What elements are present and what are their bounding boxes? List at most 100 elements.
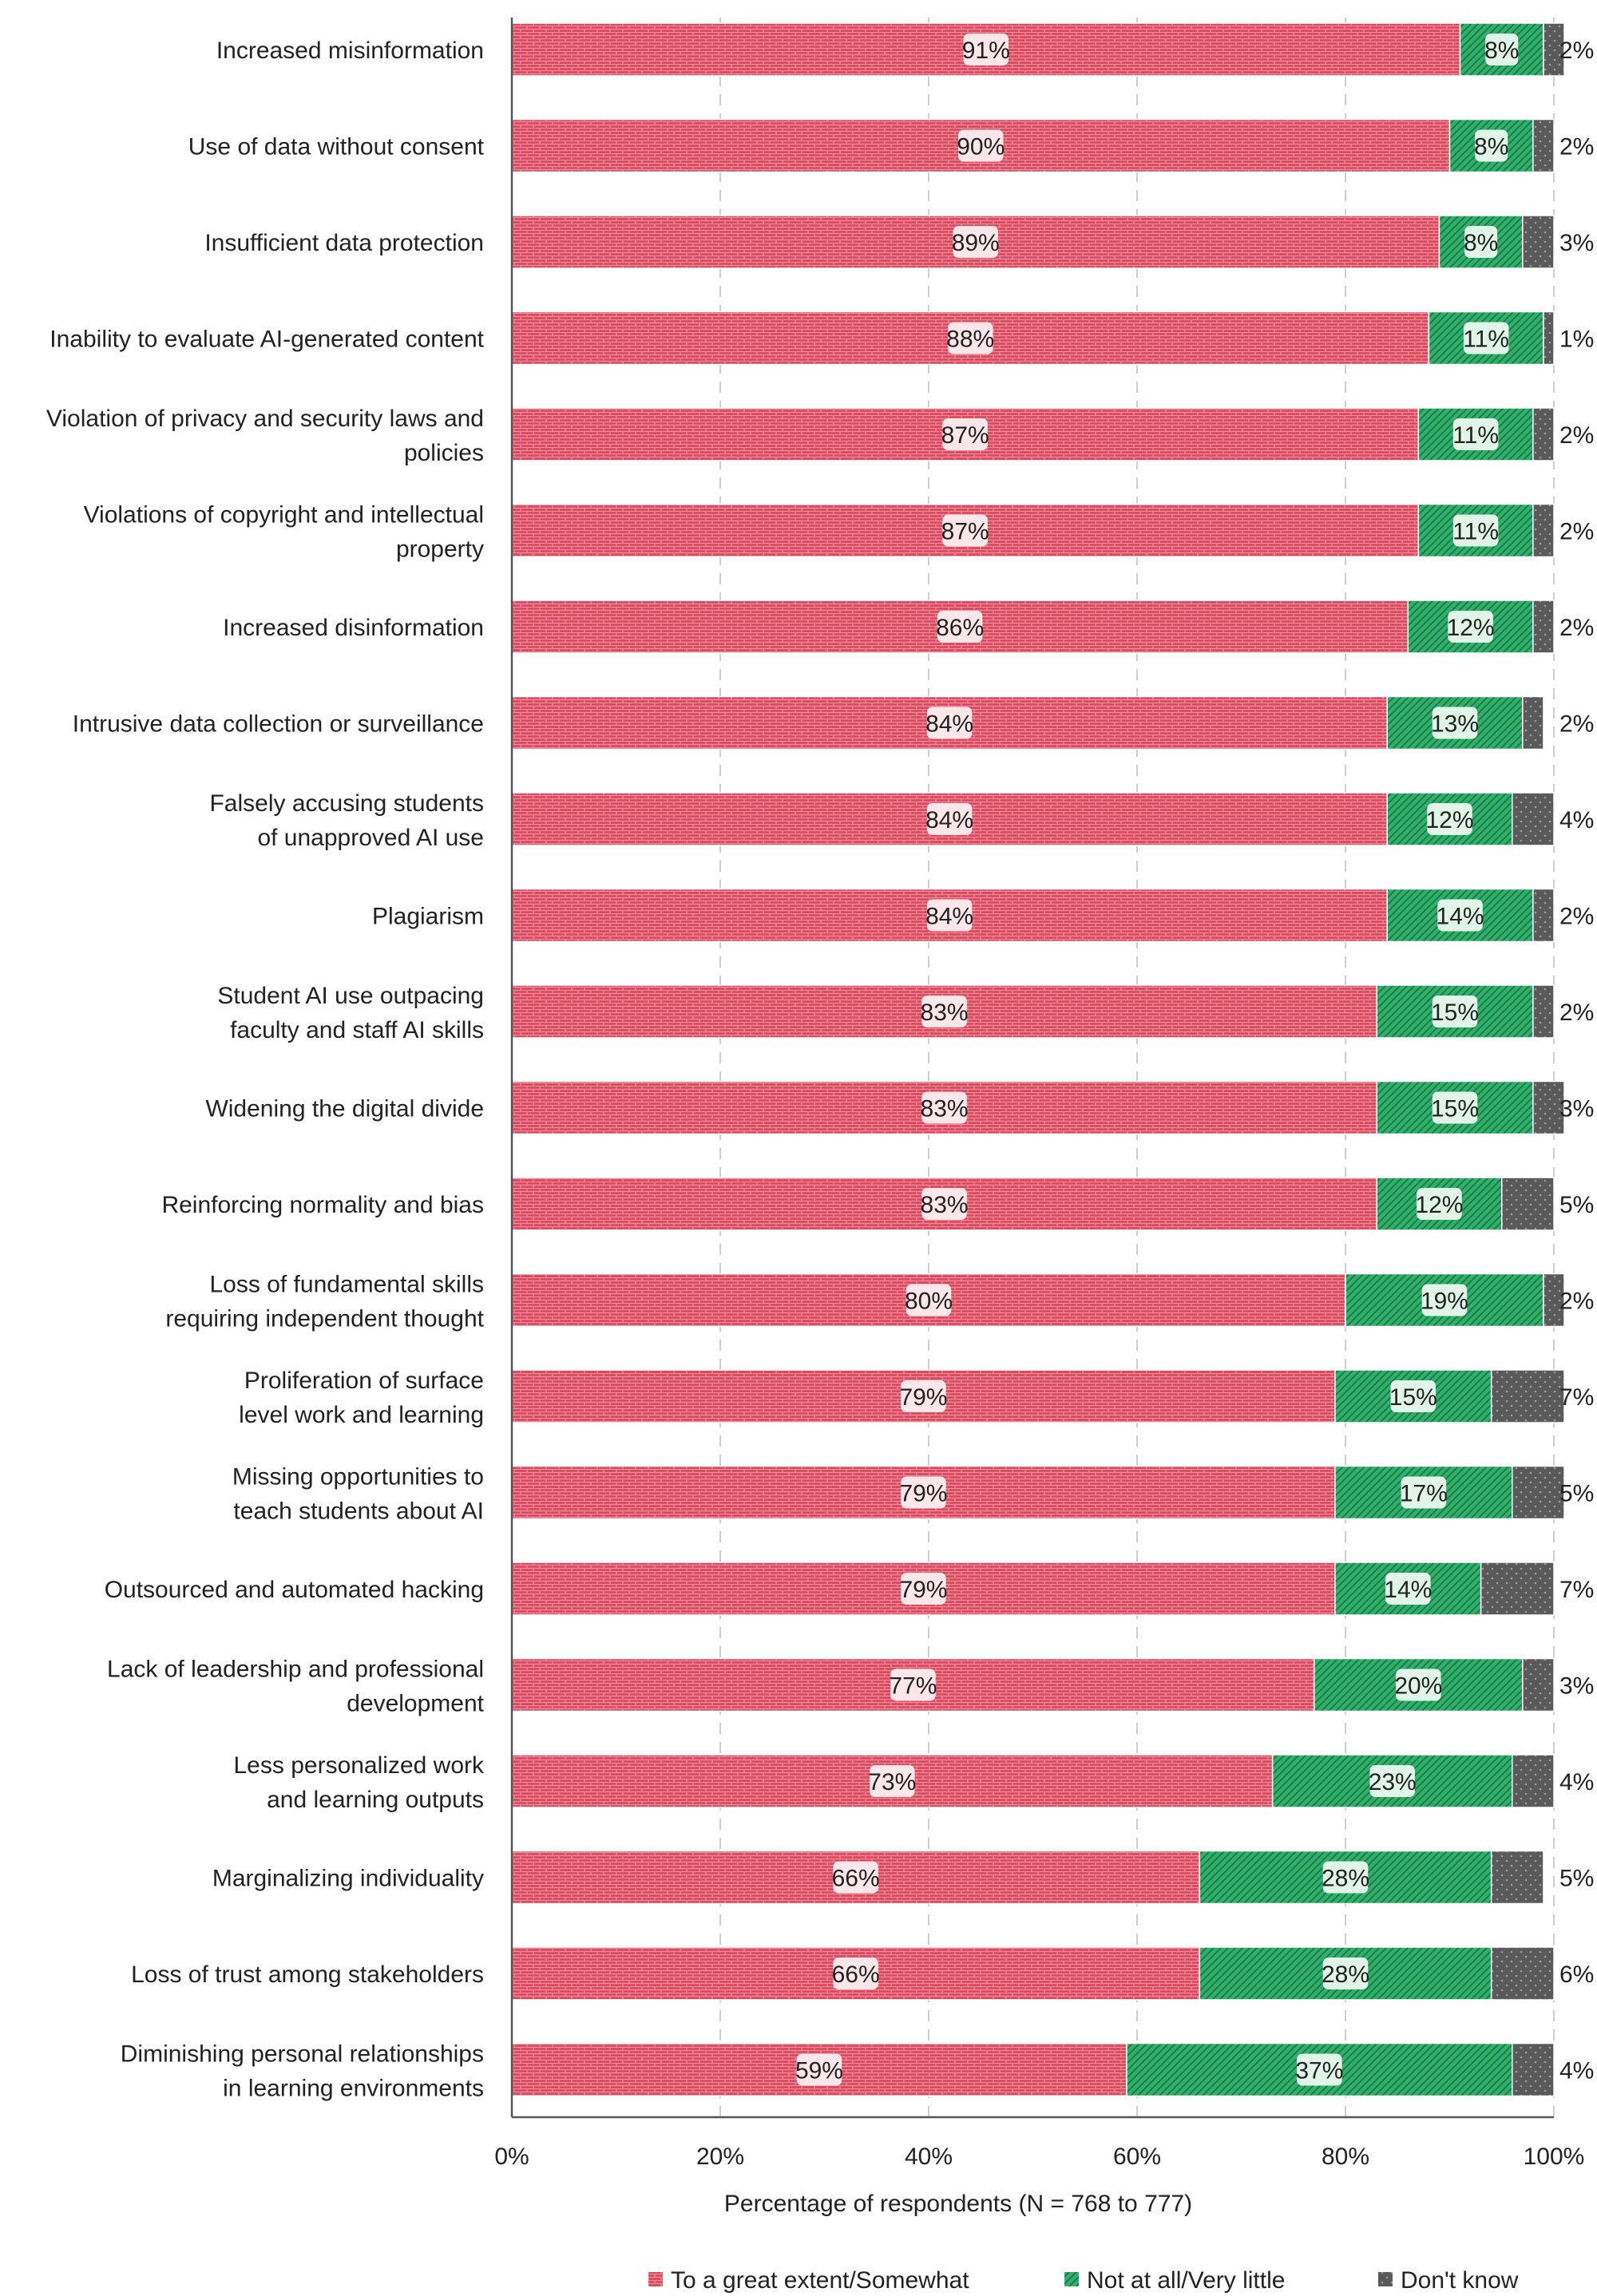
bar-dont-know — [1532, 118, 1555, 173]
value-label-bg — [870, 1765, 915, 1797]
value-label: 73% — [868, 1769, 916, 1795]
value-labels: 91% 8% 2% 90% 8% 2% 89% 8% 3% 88% 11% 1% 87% 11% 2% 87%… — [795, 34, 1594, 2086]
category-label: Proliferation of surface level work and l… — [239, 1368, 484, 1428]
value-label-bg — [1396, 1669, 1441, 1701]
category-label: Increased disinformation — [223, 615, 484, 641]
category-label: Outsourced and automated hacking — [105, 1577, 484, 1603]
value-label-bg — [926, 707, 973, 739]
bar-dont-know — [1490, 1946, 1555, 2001]
value-label: 11% — [1452, 422, 1499, 449]
value-label: 83% — [921, 1096, 969, 1122]
value-label-bg — [1464, 226, 1498, 258]
value-label-bg — [833, 1861, 878, 1894]
value-label: 87% — [941, 519, 989, 545]
value-label-bg — [1417, 1188, 1462, 1220]
value-label: 15% — [1389, 1384, 1437, 1411]
value-label-bg — [1452, 418, 1499, 450]
category-label: Use of data without consent — [188, 134, 485, 160]
value-label: 17% — [1400, 1481, 1448, 1507]
x-tick-label: 100% — [1524, 2144, 1585, 2170]
category-label: Loss of trust among stakeholders — [131, 1961, 484, 1988]
value-label: 20% — [1394, 1673, 1442, 1700]
value-label: 90% — [957, 134, 1005, 160]
value-label: 86% — [936, 615, 984, 641]
category-label: Increased misinformation — [216, 38, 484, 64]
value-label: 14% — [1384, 1577, 1432, 1603]
category-label: Falsely accusing students of unapproved A… — [209, 790, 484, 851]
value-label-bg — [1485, 34, 1519, 65]
legend-swatch — [648, 2272, 663, 2286]
value-label-dont-know: 2% — [1559, 422, 1594, 449]
x-axis: 0% 20% 40% 60% 80% 100% — [494, 18, 1584, 2170]
value-label-bg — [942, 514, 988, 547]
value-label-bg — [937, 611, 983, 643]
value-label: 37% — [1295, 2058, 1343, 2084]
value-label: 28% — [1322, 1961, 1369, 1988]
bar-dont-know — [1522, 1657, 1555, 1712]
value-label: 79% — [899, 1384, 947, 1411]
value-label-bg — [890, 1669, 936, 1701]
value-label: 12% — [1447, 615, 1495, 641]
value-label-dont-know: 2% — [1559, 1000, 1594, 1026]
value-label-bg — [1390, 1380, 1437, 1412]
value-label-bg — [963, 34, 1009, 65]
value-label: 79% — [899, 1577, 947, 1603]
x-tick-label: 80% — [1322, 2144, 1369, 2170]
value-label-dont-know: 4% — [1559, 1769, 1594, 1795]
value-label-bg — [1401, 1476, 1447, 1509]
bar-dont-know — [1522, 215, 1555, 269]
legend-swatch — [1378, 2272, 1393, 2286]
value-label-bg — [1432, 1091, 1478, 1124]
value-label: 87% — [941, 422, 989, 449]
value-label-bg — [901, 1380, 946, 1412]
value-label-dont-know: 2% — [1559, 519, 1594, 545]
category-label: Inability to evaluate AI-generated conte… — [50, 327, 484, 353]
value-label-dont-know: 5% — [1559, 1481, 1594, 1507]
value-label: 83% — [921, 1000, 969, 1026]
value-label: 66% — [832, 1961, 880, 1988]
bar-dont-know — [1532, 1080, 1565, 1135]
bar-dont-know — [1543, 1273, 1565, 1328]
value-label-bg — [1448, 611, 1493, 643]
value-label: 88% — [946, 327, 994, 353]
value-label-bg — [1427, 803, 1472, 835]
category-label: Violation of privacy and security laws a… — [46, 406, 484, 466]
value-label: 15% — [1431, 1096, 1479, 1122]
value-label-bg — [901, 1573, 946, 1605]
value-label-dont-know: 3% — [1559, 1096, 1594, 1122]
value-label-dont-know: 2% — [1559, 904, 1594, 930]
x-axis-title: Percentage of respondents (N = 768 to 77… — [724, 2191, 1192, 2217]
category-labels: Increased misinformation Use of data with… — [46, 38, 485, 2102]
value-label-bg — [1437, 899, 1483, 932]
value-label-bg — [1322, 1861, 1369, 1894]
legend-label: Don't know — [1401, 2267, 1519, 2294]
bar-dont-know — [1512, 1465, 1565, 1520]
bar-dont-know — [1512, 2042, 1555, 2097]
value-label-bg — [953, 226, 998, 258]
value-label-dont-know: 2% — [1559, 38, 1594, 64]
value-label-bg — [905, 1284, 952, 1316]
bar-dont-know — [1522, 695, 1544, 750]
category-label: Less personalized work and learning outpu… — [234, 1752, 485, 1813]
category-label: Lack of leadership and professional devel… — [107, 1657, 485, 1717]
value-label-dont-know: 7% — [1559, 1384, 1594, 1411]
value-label-dont-know: 2% — [1559, 711, 1594, 738]
value-label: 14% — [1437, 904, 1484, 930]
value-label: 15% — [1431, 1000, 1479, 1026]
bar-dont-know — [1532, 407, 1555, 461]
value-label-bg — [1452, 514, 1499, 547]
value-label-dont-know: 4% — [1559, 2058, 1594, 2084]
value-label-dont-know: 6% — [1559, 1961, 1594, 1988]
value-label: 84% — [925, 711, 973, 738]
legend: To a great extent/Somewhat Not at all/Ver… — [648, 2267, 1519, 2294]
value-label: 12% — [1415, 1192, 1463, 1218]
value-label-dont-know: 1% — [1559, 327, 1594, 353]
value-label-bg — [947, 322, 993, 354]
value-label: 13% — [1431, 711, 1479, 738]
value-label-dont-know: 3% — [1559, 230, 1594, 256]
value-label-bg — [1385, 1573, 1431, 1605]
value-label: 59% — [795, 2058, 843, 2084]
value-label-bg — [921, 996, 967, 1027]
value-label-bg — [1432, 707, 1478, 739]
value-label-bg — [901, 1476, 946, 1509]
